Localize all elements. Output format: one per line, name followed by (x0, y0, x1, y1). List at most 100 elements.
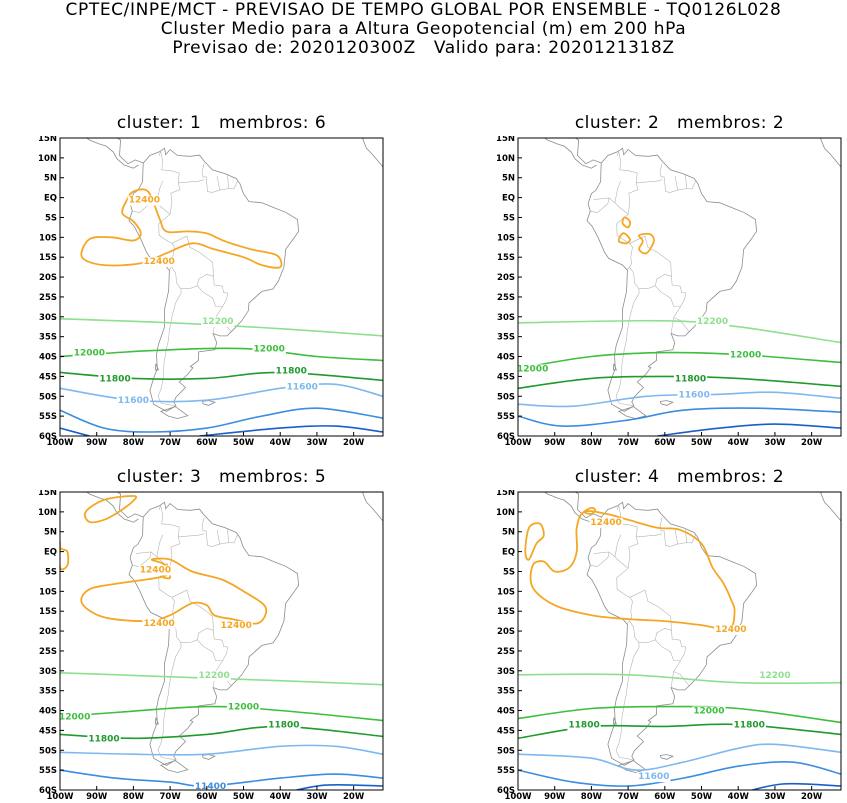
lat-label: 30S (497, 313, 515, 323)
lon-label: 20W (343, 792, 365, 802)
lon-label: 70W (618, 438, 640, 448)
lon-label: 50W (233, 438, 255, 448)
lat-label: 55S (39, 766, 57, 776)
contour-label: 12200 (697, 317, 728, 327)
lat-label: 5S (45, 213, 57, 223)
map-content: 12200 12000 12000 11800 11600 (518, 138, 841, 436)
coastline (659, 400, 675, 406)
contour-label: 12000 (74, 349, 105, 359)
country-border (615, 266, 640, 407)
header-line-2: Cluster Medio para a Altura Geopotencial… (160, 19, 687, 39)
lat-label: 25S (497, 647, 515, 657)
contour-label: 12000 (693, 707, 724, 717)
country-border (659, 163, 696, 193)
contour-12400 (617, 232, 631, 245)
contour-11400 (518, 761, 841, 787)
map-frame (59, 491, 384, 791)
contour-label: 12000 (59, 712, 90, 722)
contour-12400 (583, 506, 597, 515)
country-border (197, 276, 229, 307)
contour-11200 (749, 782, 841, 790)
contour-label-bg (193, 782, 228, 790)
country-border (616, 505, 619, 510)
country-border (157, 266, 182, 407)
lat-label: 20S (39, 273, 57, 283)
header-line-1: CPTEC/INPE/MCT - PREVISAO DE TEMPO GLOBA… (65, 0, 782, 20)
lat-label: 5N (502, 528, 515, 538)
country-border (655, 630, 687, 661)
contour-label: 11800 (734, 720, 765, 730)
lon-label: 30W (306, 438, 328, 448)
coastline (659, 754, 675, 760)
country-border (616, 151, 619, 156)
contour-label: 12200 (202, 317, 233, 327)
lat-label: 5N (502, 174, 515, 184)
lon-label: 100W (504, 438, 532, 448)
contour-label-bg (673, 374, 708, 385)
lon-label: 30W (764, 792, 786, 802)
contour-label: 12400 (140, 565, 171, 575)
country-border (132, 551, 152, 568)
coastline (586, 501, 758, 766)
contour-label: 11800 (99, 374, 130, 384)
map-panel-cluster-2: 12200 12000 12000 11800 11600 15N 10N 5N EQ 5S 10S… (496, 136, 842, 448)
lat-label: 35S (39, 687, 57, 697)
contour-label-bg (60, 712, 92, 723)
contour-label-bg (201, 316, 235, 327)
lon-label: 90W (544, 438, 566, 448)
contour-label-bg (274, 366, 308, 377)
country-border (674, 176, 678, 191)
map-panel-cluster-4: 12400 12400 12200 12000 11800 11800 11600 15N 10… (496, 490, 842, 802)
contour-11800 (518, 375, 841, 390)
coastline (154, 363, 159, 371)
country-border (629, 235, 672, 289)
lat-label: 40S (39, 707, 57, 717)
map-frame (59, 137, 384, 437)
country-border (197, 630, 229, 661)
contour-12400 (60, 541, 70, 571)
lon-label: 40W (270, 438, 292, 448)
contour-label: 12200 (199, 671, 230, 681)
contour-label: 11600 (638, 772, 669, 782)
lat-label: 55S (39, 412, 57, 422)
lat-label: 10S (39, 587, 57, 597)
lat-label: 10N (496, 154, 515, 164)
lat-label: 15S (497, 253, 515, 263)
country-border (201, 517, 238, 547)
contour-label-bg (226, 702, 261, 713)
country-border (171, 235, 214, 289)
header-line-3: Previsao de: 2020120300Z Valido para: 20… (172, 38, 675, 58)
lon-label: 60W (654, 438, 676, 448)
lat-label: 5S (45, 567, 57, 577)
lon-label: 60W (654, 792, 676, 802)
lon-label: 90W (86, 438, 108, 448)
coastline (586, 147, 758, 412)
contour-label-bg (252, 344, 286, 355)
contour-12400 (80, 557, 268, 625)
coastline (617, 760, 647, 773)
lon-label: 20W (801, 792, 823, 802)
coastline (362, 138, 383, 168)
lat-label: 45S (39, 726, 57, 736)
lat-label: 60S (39, 786, 57, 796)
lat-label: 40S (39, 353, 57, 363)
lat-label: 30S (39, 313, 57, 323)
lon-label: 70W (160, 792, 182, 802)
contour-12000 (518, 351, 841, 370)
country-border (227, 529, 230, 543)
lat-label: 50S (497, 392, 515, 402)
country-border (685, 175, 688, 189)
lat-label: 15N (496, 136, 515, 144)
lat-label: 50S (39, 746, 57, 756)
contour-label: 11600 (679, 390, 710, 400)
contour-label-bg (142, 619, 176, 630)
lat-label: 10S (497, 587, 515, 597)
contour-12400 (638, 232, 655, 255)
lat-label: 20S (39, 627, 57, 637)
country-border (615, 620, 640, 761)
country-border (157, 620, 182, 761)
lat-label: 30S (39, 667, 57, 677)
lon-label: 40W (270, 792, 292, 802)
lat-label: 50S (39, 392, 57, 402)
coastline (362, 492, 383, 522)
